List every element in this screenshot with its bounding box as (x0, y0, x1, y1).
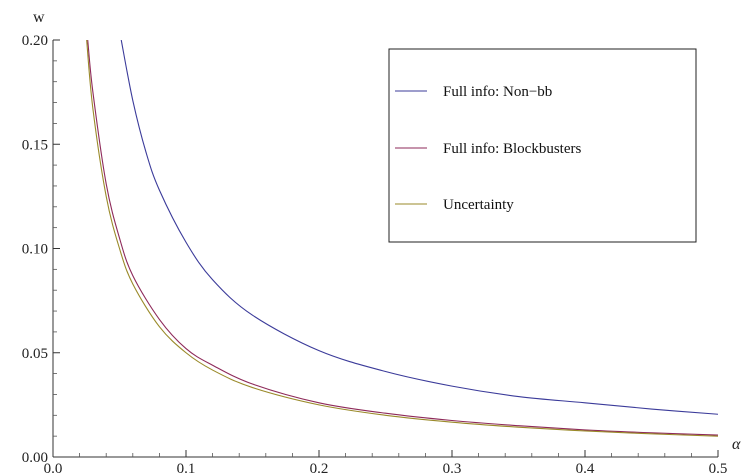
y-axis-label: w (33, 9, 45, 26)
legend-box (388, 48, 697, 243)
x-tick-label: 0.2 (310, 461, 329, 473)
y-tick-label: 0.20 (22, 33, 48, 49)
y-tick-label: 0.05 (22, 346, 48, 362)
y-tick-label: 0.00 (22, 450, 48, 466)
series-line-3 (86, 40, 718, 437)
y-tick-label: 0.15 (22, 137, 48, 153)
axes: 0.0 0.1 0.2 0.3 0.4 0.5 0.00 0.05 0.10 0.15 0.20 α w (22, 9, 741, 473)
legend-label-1: Full info: Non−bb (443, 84, 552, 100)
x-axis-label: α (732, 436, 741, 453)
x-tick-label: 0.5 (709, 461, 728, 473)
x-tick-label: 0.0 (44, 461, 63, 473)
legend: Full info: Non−bb Full info: Blockbusters… (388, 48, 697, 243)
x-tick-label: 0.1 (177, 461, 196, 473)
x-tick-label: 0.3 (443, 461, 462, 473)
series-line-2 (87, 40, 718, 436)
x-tick-label: 0.4 (576, 461, 595, 473)
legend-label-3: Uncertainty (443, 197, 514, 213)
y-tick-label: 0.10 (22, 242, 48, 258)
plot-area (86, 40, 718, 437)
legend-label-2: Full info: Blockbusters (443, 141, 581, 157)
series-line-1 (120, 40, 718, 415)
